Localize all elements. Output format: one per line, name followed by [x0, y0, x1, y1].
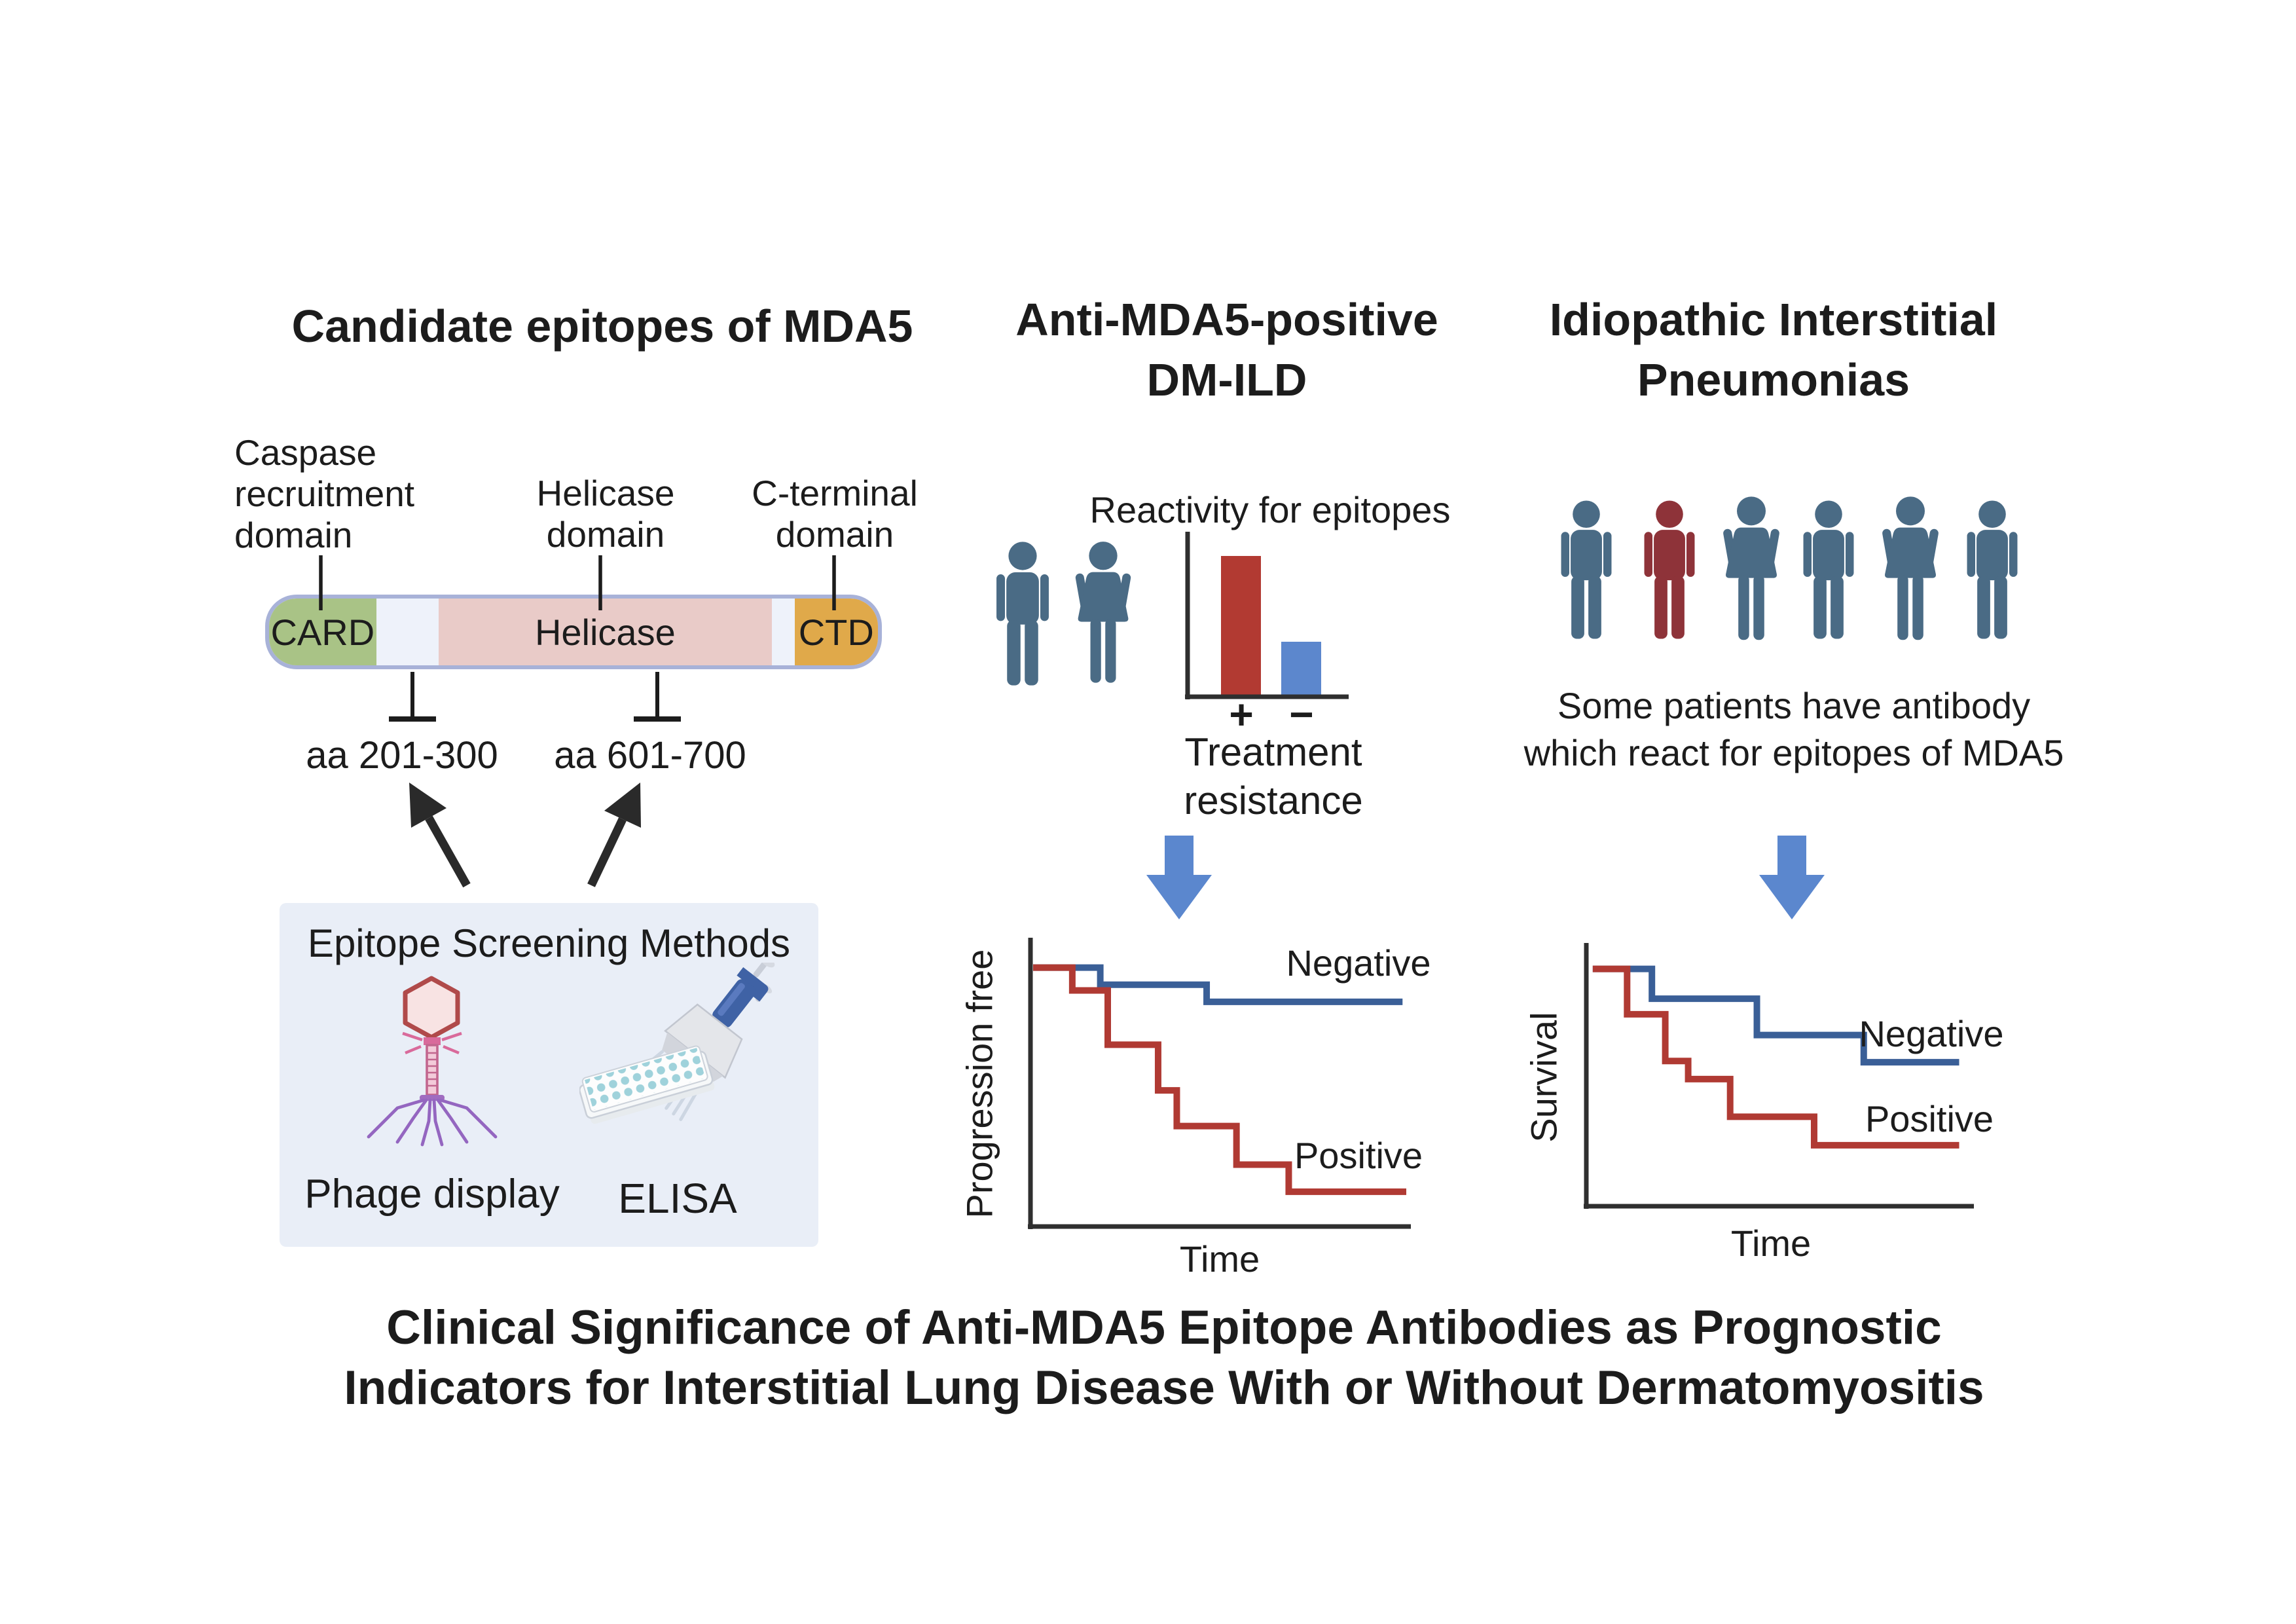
- mda5-protein-bar: CARD Helicase CTD: [265, 595, 882, 669]
- card-domain-label: Caspase recruitment domain: [234, 432, 414, 556]
- helicase-segment: Helicase: [438, 599, 773, 665]
- time-label-middle: Time: [1179, 1238, 1260, 1280]
- linker-segment-1: [376, 599, 439, 665]
- km-negative-line-right: [1593, 969, 1959, 1063]
- person-icon-2-man-red: [1635, 492, 1704, 647]
- middle-panel-title-line1: Anti-MDA5-positive: [1015, 294, 1438, 345]
- right-caption-line2: which react for epitopes of MDA5: [1523, 732, 2064, 773]
- bar-negative: [1281, 641, 1321, 695]
- figure-caption-line2: Indicators for Interstitial Lung Disease…: [344, 1361, 1984, 1414]
- treatment-resistance-label: Treatment resistance: [1077, 728, 1470, 825]
- ctd-domain-label: C-terminal domain: [704, 473, 966, 555]
- reactivity-chart-title: Reactivity for epitopes: [1089, 489, 1451, 530]
- ctd-segment-label: CTD: [798, 611, 874, 653]
- card-segment: CARD: [269, 599, 376, 665]
- middle-panel-title-line2: DM-ILD: [1146, 354, 1307, 405]
- person-icon-man-middle: [987, 541, 1058, 686]
- bar-positive: [1221, 555, 1261, 695]
- ctd-domain-label-line1: C-terminal: [752, 473, 918, 513]
- survival-curves: [1589, 944, 1971, 1204]
- card-domain-label-line1: Caspase: [234, 432, 377, 473]
- figure-caption-line1: Clinical Significance of Anti-MDA5 Epito…: [386, 1301, 1942, 1354]
- down-arrow-middle: [1146, 836, 1212, 919]
- treatment-resistance-line1: Treatment: [1184, 730, 1362, 774]
- epitope-range-1: aa 201-300: [306, 734, 498, 777]
- person-icon-5-woman: [1874, 492, 1946, 647]
- progression-free-curves: [1033, 939, 1406, 1225]
- figure-caption: Clinical Significance of Anti-MDA5 Epito…: [247, 1298, 2081, 1418]
- linker-segment-2: [772, 599, 795, 665]
- survival-axis-label: Survival: [1523, 1012, 1565, 1143]
- helicase-domain-label: Helicase domain: [475, 473, 737, 555]
- reactivity-bar-chart: [1190, 533, 1347, 695]
- ctd-domain-label-line2: domain: [775, 514, 894, 555]
- treatment-resistance-line2: resistance: [1184, 779, 1363, 822]
- positive-label-right: Positive: [1865, 1098, 1994, 1139]
- helicase-segment-label: Helicase: [534, 611, 676, 653]
- person-icon-1-man: [1552, 492, 1620, 647]
- person-icon-4-man: [1795, 492, 1863, 647]
- middle-panel-title: Anti-MDA5-positive DM-ILD: [932, 289, 1522, 410]
- left-panel-title: Candidate epitopes of MDA5: [291, 301, 913, 352]
- right-panel-title: Idiopathic Interstitial Pneumonias: [1479, 289, 2068, 410]
- card-domain-label-line3: domain: [234, 515, 353, 555]
- person-icon-3-woman: [1715, 492, 1787, 647]
- card-segment-label: CARD: [270, 611, 375, 653]
- person-icon-woman-middle: [1067, 541, 1139, 686]
- right-panel-title-line1: Idiopathic Interstitial: [1549, 294, 1998, 345]
- progression-free-axis-label: Progression free: [958, 949, 1000, 1219]
- card-domain-label-line2: recruitment: [234, 473, 415, 514]
- right-caption-line1: Some patients have antibody: [1557, 685, 2031, 726]
- down-arrow-right: [1759, 836, 1825, 919]
- right-panel-title-line2: Pneumonias: [1637, 354, 1910, 405]
- km-positive-line-middle: [1033, 968, 1406, 1192]
- ctd-segment: CTD: [794, 599, 878, 665]
- time-label-right: Time: [1730, 1223, 1812, 1264]
- positive-label-middle: Positive: [1294, 1135, 1423, 1176]
- screening-arrows: [409, 783, 641, 888]
- helicase-domain-label-line1: Helicase: [536, 473, 675, 513]
- epitope-tick-marks: [389, 672, 681, 722]
- epitope-range-2: aa 601-700: [554, 734, 746, 777]
- helicase-domain-label-line2: domain: [546, 514, 665, 555]
- km-negative-line-middle: [1033, 968, 1402, 1002]
- elisa-label: ELISA: [618, 1175, 737, 1222]
- person-icon-6-man: [1958, 492, 2026, 647]
- negative-label-middle: Negative: [1286, 942, 1431, 984]
- km-positive-line-right: [1593, 969, 1959, 1145]
- right-caption: Some patients have antibody which react …: [1467, 682, 2121, 777]
- phage-display-label: Phage display: [304, 1172, 560, 1217]
- epitope-screening-title: Epitope Screening Methods: [307, 921, 791, 965]
- negative-label-right: Negative: [1859, 1013, 2004, 1054]
